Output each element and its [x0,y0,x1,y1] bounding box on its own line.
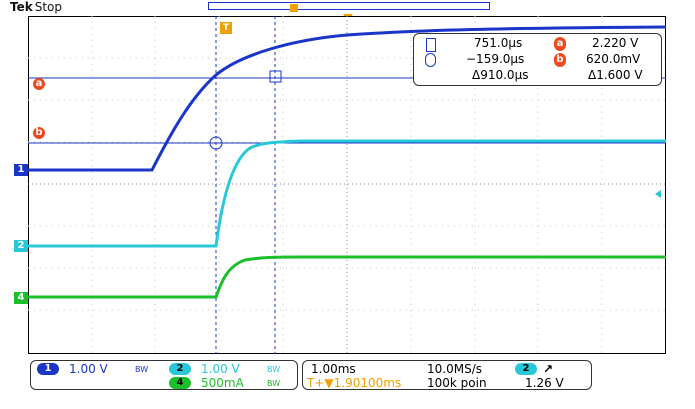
cursor-a-marker[interactable]: a [33,78,45,90]
cursor-delta-level: Δ1.600 V [588,68,643,82]
time-per-div: 1.00ms [311,362,356,376]
ch2-ground-marker[interactable]: 2 [14,240,28,252]
rising-edge-icon: ↗ [543,362,554,376]
cursor-level-1: 2.220 V [592,36,639,50]
control-bar: 1 1.00 V BW 2 1.00 V BW 4 500mA BW 1.00m… [0,356,695,409]
ch4-chip[interactable]: 4 [169,377,191,389]
brand-name: Tek [10,0,33,14]
cursor-delta-time: Δ910.0µs [472,68,529,82]
cursor-b-marker[interactable]: b [33,127,45,139]
cursor-b-icon: b [554,53,566,67]
ch4-ground-marker[interactable]: 4 [14,292,28,304]
ch4-bw-icon: BW [267,379,281,388]
ch2-scale: 1.00 V [201,362,240,376]
cursor-level-2: 620.0mV [586,52,641,66]
trigger-source-chip[interactable]: 2 [515,363,537,375]
trigger-position-value: 1.90100ms [333,376,402,390]
trigger-position-icon[interactable] [290,4,298,12]
trigger-position-label: T+▼1.90100ms [307,376,402,390]
circle-cursor-icon [425,53,436,67]
ch2-bw-icon: BW [267,365,281,374]
trigger-level-arrow-icon [655,190,661,198]
square-cursor-icon [426,38,436,52]
ch1-chip[interactable]: 1 [37,363,59,375]
brand-label: Tek Stop [10,0,62,14]
cursor-readout: 751.0µs a 2.220 V −159.0µs b 620.0mV Δ91… [413,33,662,86]
vertical-settings-panel[interactable]: 1 1.00 V BW 2 1.00 V BW 4 500mA BW [30,360,298,390]
record-view-bar[interactable] [208,2,490,10]
horizontal-trigger-panel[interactable]: 1.00ms 10.0MS/s 2 ↗ T+▼1.90100ms 100k po… [302,360,592,390]
trigger-time-marker[interactable]: T [220,22,232,34]
cursor-time-1: 751.0µs [474,36,523,50]
record-length: 100k poin [427,376,487,390]
status-bar: Tek Stop [0,0,695,22]
cursor-a-icon: a [554,37,566,51]
ch1-scale: 1.00 V [69,362,108,376]
ch2-chip[interactable]: 2 [169,363,191,375]
cursor-time-2: −159.0µs [466,52,525,66]
trigger-level: 1.26 V [525,376,564,390]
ch1-bw-icon: BW [135,365,149,374]
sample-rate: 10.0MS/s [427,362,482,376]
ch1-ground-marker[interactable]: 1 [14,164,28,176]
ch4-scale: 500mA [201,376,244,390]
acquisition-state: Stop [34,0,62,14]
